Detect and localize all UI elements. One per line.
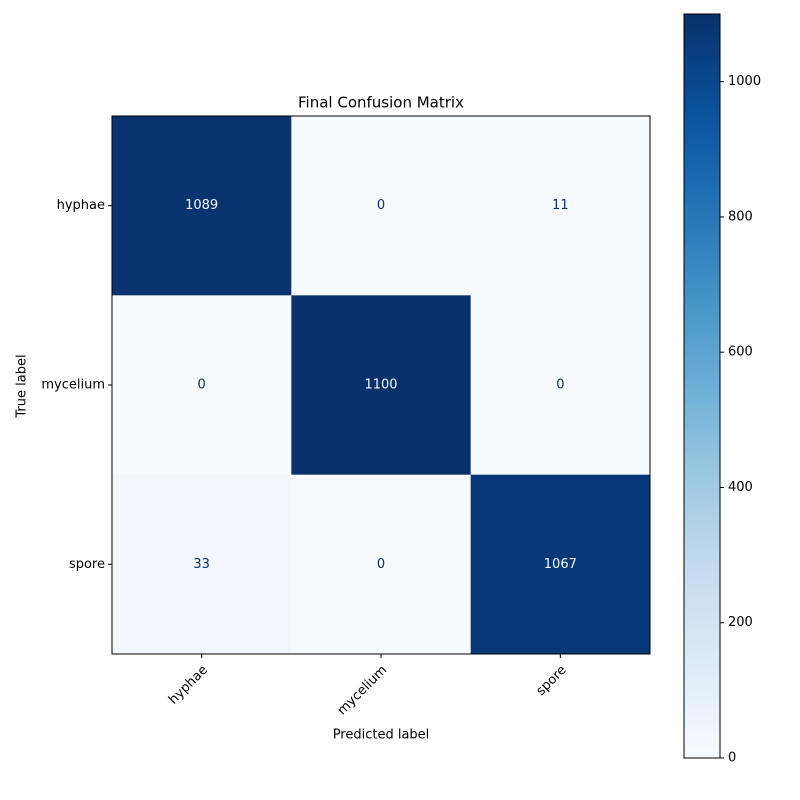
- colorbar-tick-label: 0: [728, 751, 736, 766]
- cell: [291, 116, 472, 296]
- x-tick-label: mycelium: [335, 663, 391, 719]
- cell: [291, 295, 472, 476]
- x-tick-label: hyphae: [166, 663, 211, 708]
- y-tick-label: mycelium: [41, 378, 105, 393]
- cell: [470, 295, 651, 476]
- cell-label: 1089: [185, 198, 218, 213]
- colorbar: [683, 13, 721, 759]
- cell: [112, 116, 292, 296]
- y-tick-label: spore: [69, 557, 105, 572]
- cell-label: 0: [198, 378, 206, 393]
- x-axis-label: Predicted label: [333, 728, 430, 743]
- colorbar-tick-label: 600: [728, 345, 753, 360]
- colorbar-tick-label: 200: [728, 615, 753, 630]
- cell-label: 1067: [544, 557, 577, 572]
- cell: [112, 474, 292, 655]
- colorbar-tick-label: 400: [728, 480, 753, 495]
- y-tick-label: hyphae: [57, 198, 105, 213]
- cell-label: 0: [377, 557, 385, 572]
- colorbar-tick-label: 800: [728, 209, 753, 224]
- cell: [291, 474, 472, 655]
- cell: [470, 474, 651, 655]
- cell-label: 33: [193, 557, 210, 572]
- colorbar-tick-label: 1000: [728, 74, 761, 89]
- cell-label: 11: [552, 198, 569, 213]
- cell-label: 1100: [364, 378, 397, 393]
- cell: [112, 295, 292, 476]
- cell: [470, 116, 651, 296]
- x-tick-label: spore: [534, 663, 570, 699]
- cell-label: 0: [556, 378, 564, 393]
- chart-title: Final Confusion Matrix: [298, 94, 464, 112]
- cell-label: 0: [377, 198, 385, 213]
- y-axis-label: True label: [15, 354, 30, 418]
